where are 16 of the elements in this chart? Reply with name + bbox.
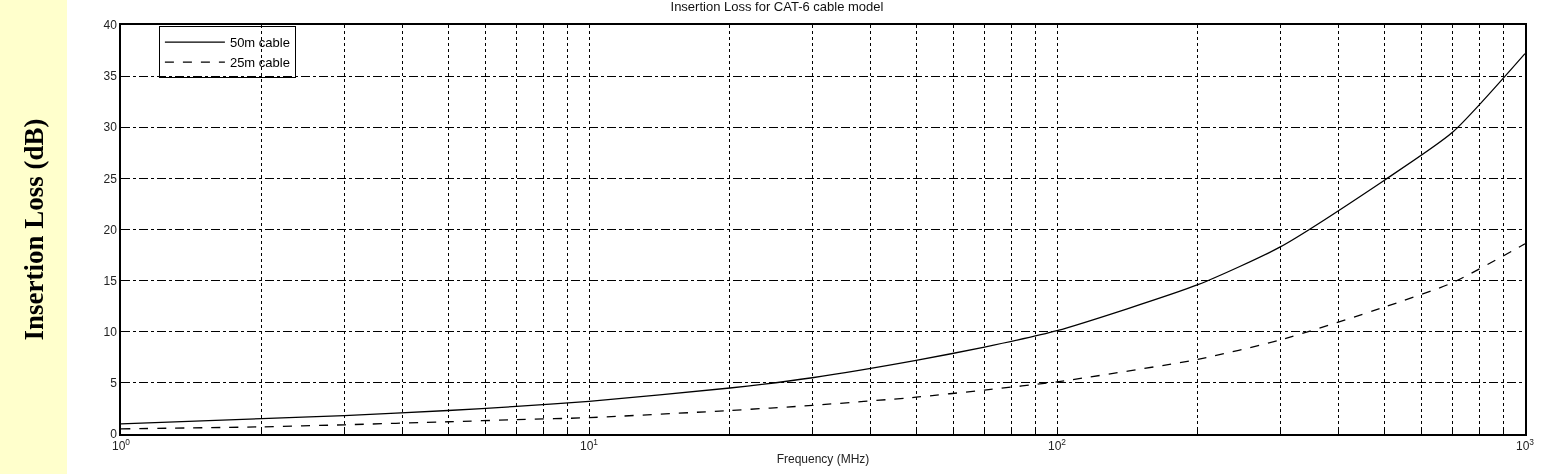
x-tick-label: 10$^{3}$ xyxy=(1515,437,1535,454)
y-tick-label: 30 xyxy=(103,120,118,135)
x-tick-label: 10$^{2}$ xyxy=(1047,437,1067,454)
y-tick-label: 5 xyxy=(110,376,118,391)
chart-title: Insertion Loss for CAT-6 cable model xyxy=(670,0,884,15)
x-axis-title: Frequency (MHz) xyxy=(776,451,870,466)
x-tick-label: 10$^{1}$ xyxy=(579,437,599,454)
y-tick-label: 25 xyxy=(103,171,118,186)
legend-label: 50m cable xyxy=(229,35,290,51)
y-tick-label: 20 xyxy=(103,222,118,237)
legend-label: 25m cable xyxy=(229,55,290,71)
y-tick-label: 35 xyxy=(103,69,118,84)
y-tick-label: 15 xyxy=(103,273,118,288)
y-tick-label: 40 xyxy=(103,18,118,33)
y-axis-title: Insertion Loss (dB) xyxy=(18,118,49,341)
y-tick-label: 10 xyxy=(103,324,118,339)
